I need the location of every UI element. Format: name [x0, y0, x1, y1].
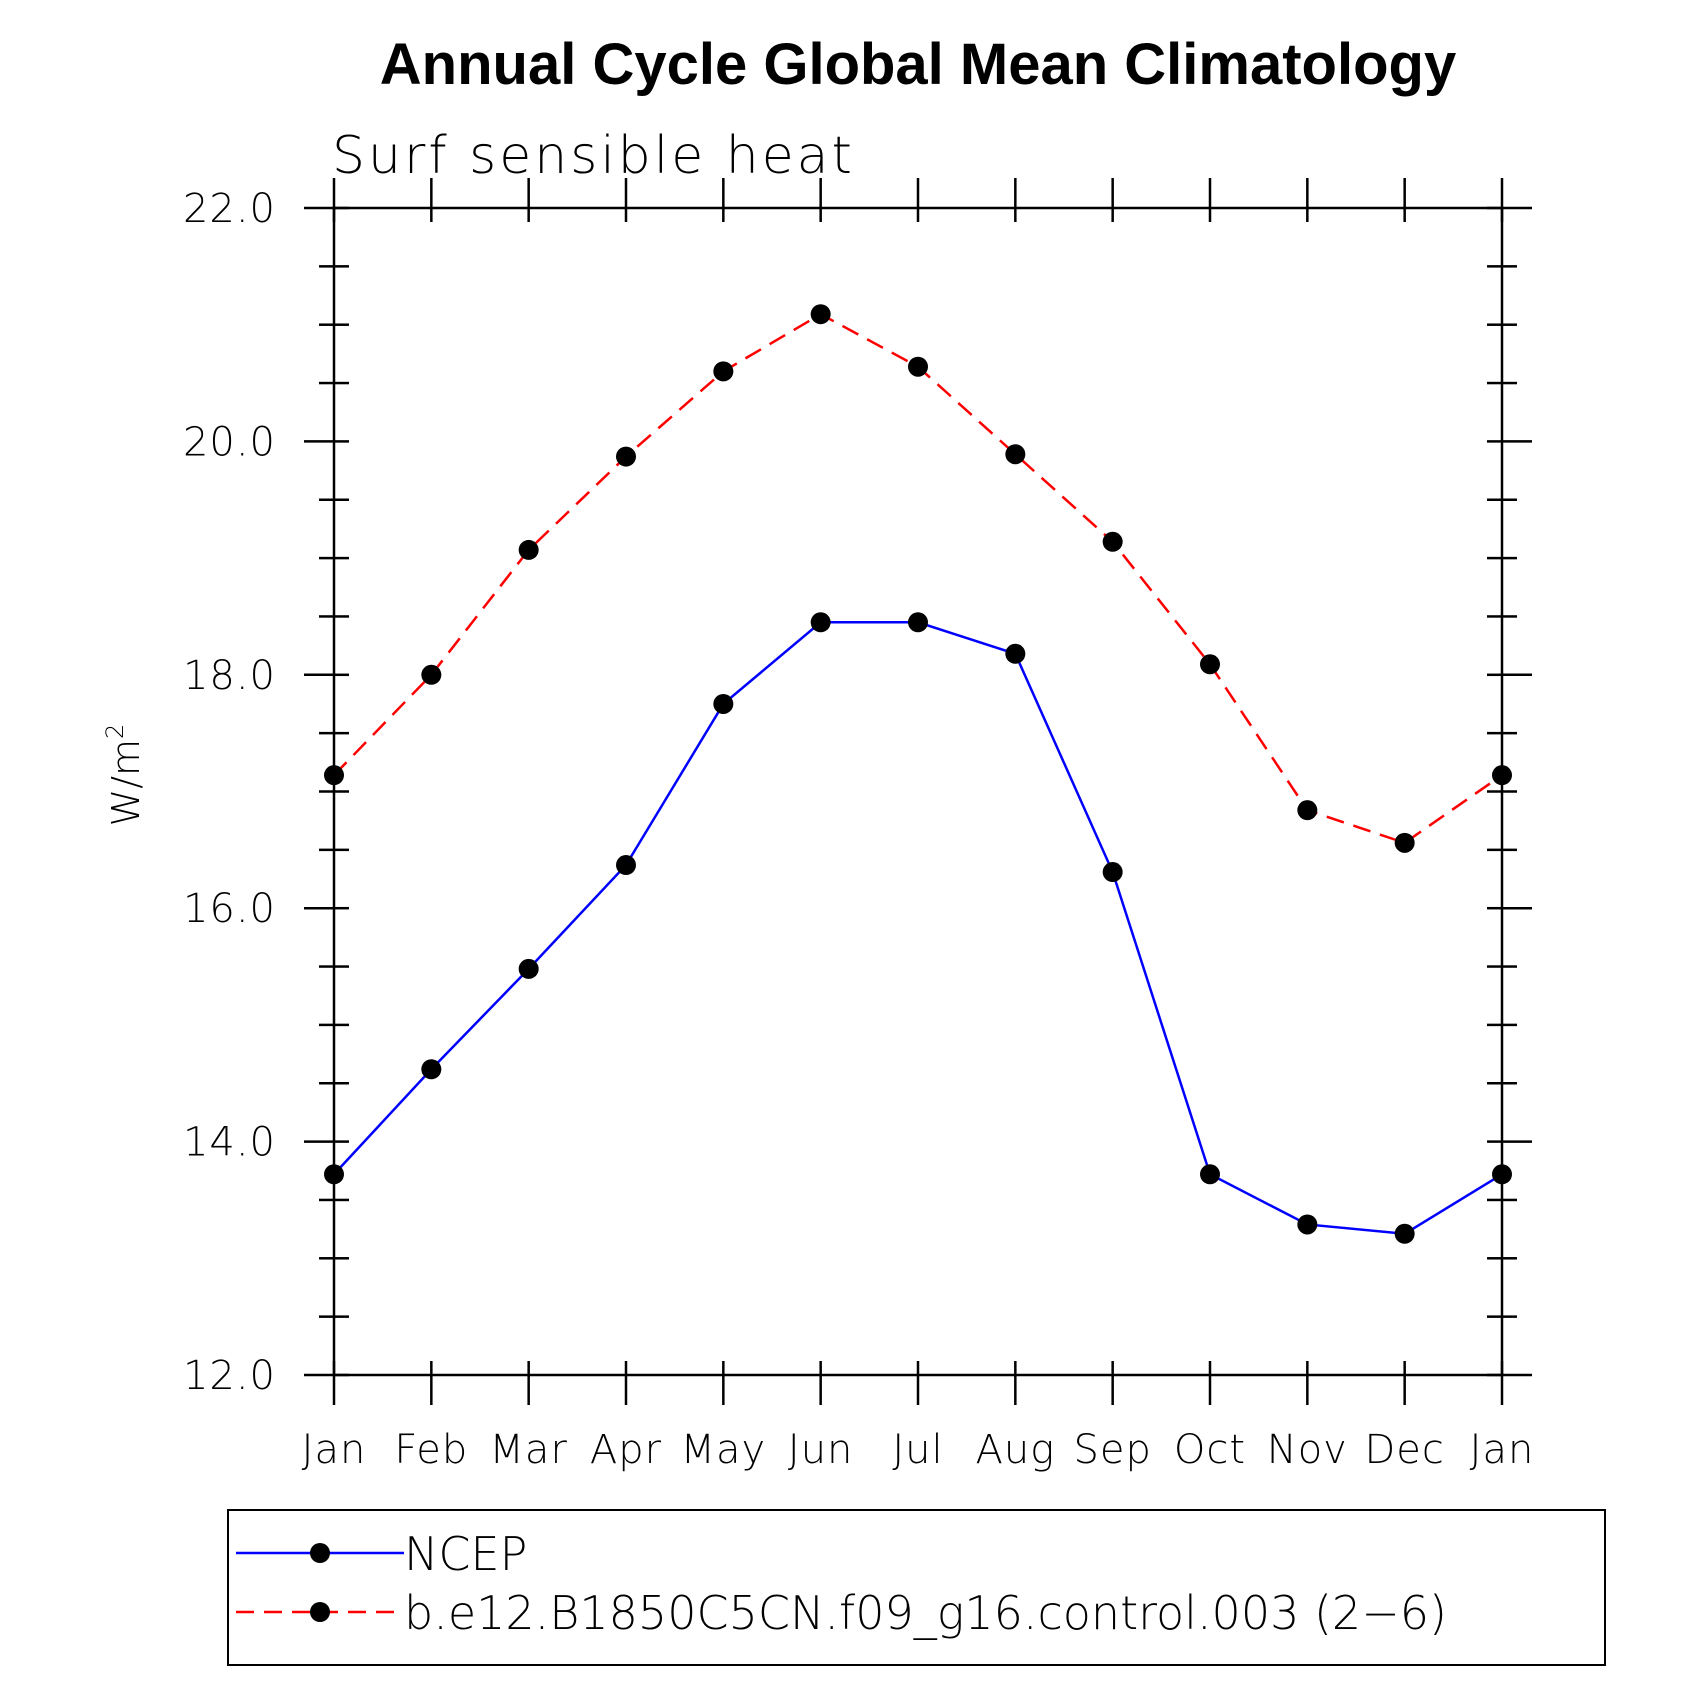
x-tick-label: Jul	[892, 1427, 943, 1473]
series-0-point	[1102, 862, 1123, 883]
x-tick-label: Apr	[590, 1427, 662, 1473]
y-tick-label: 12.0	[183, 1353, 276, 1399]
series-0-point	[1005, 643, 1026, 664]
x-tick-label: Oct	[1174, 1427, 1246, 1473]
series-0-point	[421, 1059, 442, 1080]
x-tick-label: Aug	[975, 1427, 1055, 1473]
series-1-point	[1394, 832, 1415, 853]
y-tick-label: 18.0	[183, 653, 276, 699]
x-axis-ticks: Jan Feb Mar Apr May Jun Jul Aug Sep Oct Nov Dec Jan	[302, 178, 1535, 1473]
y-axis-label-superscript: 2	[101, 724, 129, 739]
series-1-point	[1005, 444, 1026, 465]
series-0-point	[713, 693, 734, 714]
series-1-point	[616, 446, 636, 467]
x-tick-label: Mar	[489, 1427, 567, 1473]
legend-label-ncep: NCEP	[404, 1527, 527, 1581]
series-layer	[324, 304, 1512, 1244]
x-tick-label: Jan	[302, 1427, 367, 1473]
series-0-point	[1297, 1214, 1318, 1235]
svg-text:W/m2: W/m2	[101, 724, 148, 827]
series-1-point	[713, 361, 734, 382]
y-axis-label: W/m2	[101, 724, 148, 827]
series-0-point	[908, 612, 928, 633]
legend-label-model: b.e12.B1850C5CN.f09_g16.control.003 (2−6…	[404, 1586, 1447, 1640]
series-0-point	[1200, 1164, 1220, 1185]
chart-title: Annual Cycle Global Mean Climatology	[380, 32, 1456, 97]
y-axis-label-text: W/m	[104, 739, 148, 826]
legend-marker-model	[310, 1602, 330, 1622]
chart-subtitle: Surf sensible heat	[332, 126, 855, 186]
series-1-point	[1200, 654, 1220, 675]
x-tick-label: Dec	[1364, 1427, 1444, 1473]
legend-box	[227, 1509, 1606, 1666]
x-tick-label: Jan	[1470, 1427, 1535, 1473]
y-tick-label: 20.0	[183, 419, 276, 465]
series-1-point	[810, 304, 831, 325]
y-tick-label: 14.0	[183, 1120, 276, 1166]
x-tick-label: Nov	[1267, 1427, 1348, 1473]
series-0-point	[810, 612, 831, 633]
series-1-point	[421, 664, 442, 685]
x-tick-label: May	[680, 1427, 766, 1473]
series-1-point	[1297, 800, 1318, 821]
plot-frame	[332, 206, 1504, 1377]
series-0-point	[1394, 1223, 1415, 1244]
y-axis-ticks: 12.0 14.0 16.0 18.0 20.0 22.0	[183, 186, 1532, 1399]
x-tick-label: Jun	[788, 1427, 854, 1473]
series-0-point	[616, 855, 636, 876]
x-tick-label: Sep	[1073, 1427, 1151, 1473]
y-tick-label: 16.0	[183, 886, 276, 932]
series-line-1	[333, 312, 1503, 845]
x-tick-label: Feb	[394, 1427, 468, 1473]
y-tick-label: 22.0	[183, 186, 276, 232]
series-1-point	[1102, 531, 1123, 552]
legend-marker-ncep	[310, 1543, 330, 1563]
series-1-point	[518, 539, 539, 560]
legend: NCEP b.e12.B1850C5CN.f09_g16.control.003…	[227, 1509, 1606, 1666]
series-line-0	[333, 621, 1503, 1236]
series-0-point	[518, 958, 539, 979]
series-1-point	[908, 356, 928, 377]
